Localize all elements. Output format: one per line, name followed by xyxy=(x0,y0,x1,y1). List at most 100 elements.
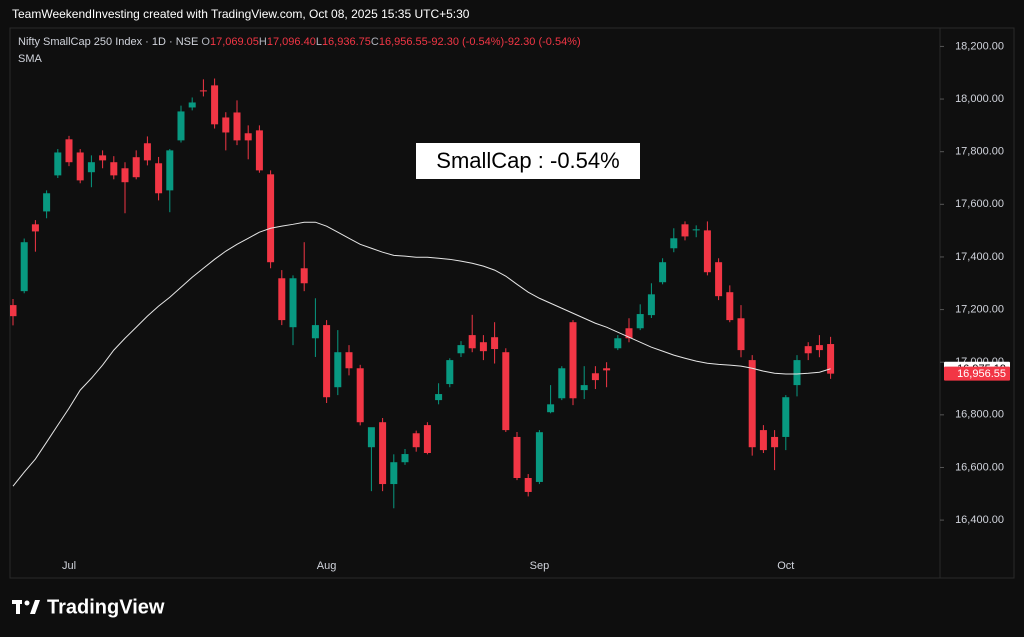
change-label: -92.30 (-0.54%) xyxy=(427,36,505,48)
candle-body xyxy=(703,230,711,273)
candle-body xyxy=(435,394,443,401)
candle-body xyxy=(132,157,140,178)
candle-body xyxy=(99,155,107,161)
indicator-label: SMA xyxy=(18,53,42,65)
plot xyxy=(10,78,835,509)
candle-body xyxy=(87,162,95,173)
candle-body xyxy=(211,85,219,125)
candle-body xyxy=(379,422,387,485)
candle-body xyxy=(20,242,28,292)
candle-body xyxy=(423,425,431,453)
candle-body xyxy=(636,314,644,329)
candle-body xyxy=(155,163,163,194)
y-tick-label: 16,800.00 xyxy=(955,409,1004,421)
candle-body xyxy=(614,338,622,349)
candle-body xyxy=(782,397,790,437)
y-tick-label: 17,600.00 xyxy=(955,198,1004,210)
candle-body xyxy=(166,150,174,191)
y-tick-label: 16,600.00 xyxy=(955,461,1004,473)
candle-body xyxy=(793,360,801,386)
candle-body xyxy=(121,168,129,183)
candle-body xyxy=(255,130,263,171)
candle-body xyxy=(726,292,734,321)
legend: Nifty SmallCap 250 Index · 1D · NSE O17,… xyxy=(18,36,581,48)
candle-body xyxy=(43,193,51,212)
candle-body xyxy=(446,360,454,385)
y-tick-label: 18,200.00 xyxy=(955,40,1004,52)
candle-body xyxy=(356,368,364,423)
candle-body xyxy=(468,335,476,349)
sma-line xyxy=(12,221,831,487)
candle-body xyxy=(715,262,723,297)
symbol: Nifty SmallCap 250 Index · 1D · NSE xyxy=(18,36,199,48)
candle-body xyxy=(659,262,667,283)
candle-body xyxy=(827,344,835,374)
candle-body xyxy=(491,337,499,350)
candle-body xyxy=(815,345,823,351)
chart-pane xyxy=(9,27,1015,579)
candle-body xyxy=(323,325,331,398)
header: TeamWeekendInvesting created with Tradin… xyxy=(12,7,470,21)
price-label: 16,956.55 xyxy=(957,368,1006,380)
candle-body xyxy=(222,117,230,133)
ohlc-key: H xyxy=(258,36,267,48)
candle-body xyxy=(390,462,398,485)
candle-body xyxy=(569,322,577,399)
candle-body xyxy=(547,404,555,413)
y-tick-label: 18,000.00 xyxy=(955,93,1004,105)
candle-body xyxy=(748,360,756,448)
candle-body xyxy=(233,112,241,141)
candle-body xyxy=(412,433,420,448)
candle-body xyxy=(54,152,62,176)
candle-body xyxy=(681,224,689,237)
y-tick-label: 16,400.00 xyxy=(955,514,1004,526)
ohlc-key: C xyxy=(370,36,379,48)
candle-body xyxy=(759,430,767,451)
candle-body xyxy=(524,478,532,492)
candle-body xyxy=(692,229,700,231)
y-tick-label: 17,400.00 xyxy=(955,251,1004,263)
candle-body xyxy=(625,328,633,339)
brand-name: TradingView xyxy=(47,596,165,618)
candle-body xyxy=(188,102,196,108)
annotation: SmallCap : -0.54% xyxy=(436,148,619,173)
ohlc-value: 17,069.05 xyxy=(209,36,259,48)
x-tick-label: Oct xyxy=(777,560,794,572)
candle-body xyxy=(345,352,353,369)
candle-body xyxy=(804,346,812,354)
candle-body xyxy=(367,427,375,448)
candle-body xyxy=(267,174,275,263)
candle-body xyxy=(513,436,521,478)
ohlc-value: 16,956.55 xyxy=(378,36,428,48)
candle-body xyxy=(177,111,185,141)
candle-body xyxy=(31,224,39,232)
candle-body xyxy=(300,268,308,284)
candle-body xyxy=(143,143,151,161)
price-label-box xyxy=(944,366,1010,381)
change-label: -92.30 (-0.54%) xyxy=(504,36,581,48)
candle-body xyxy=(244,133,252,141)
x-tick-label: Jul xyxy=(62,560,76,572)
candle-body xyxy=(289,278,297,328)
candle-body xyxy=(65,139,73,163)
x-tick-label: Sep xyxy=(530,560,550,572)
ohlc-key: L xyxy=(315,36,322,48)
y-tick-label: 17,200.00 xyxy=(955,303,1004,315)
ohlc-value: 16,936.75 xyxy=(321,36,371,48)
candle-body xyxy=(334,352,342,388)
ohlc-value: 17,096.40 xyxy=(266,36,316,48)
candle-body xyxy=(535,432,543,482)
x-tick-label: Aug xyxy=(317,560,337,572)
candle-body xyxy=(737,318,745,351)
candle-body xyxy=(591,373,599,381)
ohlc: O17,069.05H17,096.40L16,936.75C16,956.55… xyxy=(201,36,580,48)
candle-body xyxy=(457,345,465,354)
candle-body xyxy=(502,352,510,431)
brand-logo xyxy=(12,600,40,614)
candle-body xyxy=(603,368,611,371)
candle-body xyxy=(647,294,655,316)
candle-body xyxy=(558,368,566,399)
candle-body xyxy=(670,238,678,249)
